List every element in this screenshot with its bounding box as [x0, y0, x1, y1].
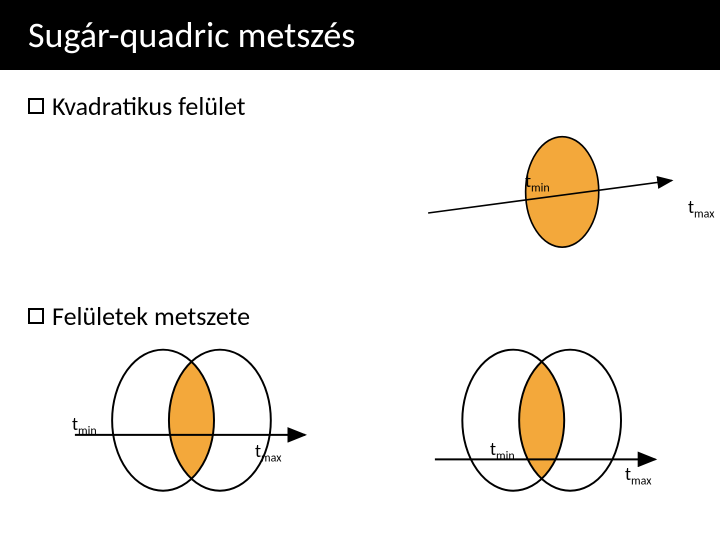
page-title: Sugár-quadric metszés [28, 13, 355, 57]
bullet-1-text: Kvadratikus felület [52, 90, 245, 122]
tmax-label: tmax [688, 196, 714, 222]
single-ellipse-svg [420, 120, 680, 280]
bullet-2-text: Felületek metszete [52, 300, 250, 332]
diagram-single-ellipse: tmin tmax [420, 120, 680, 280]
title-bar: Sugár-quadric metszés [0, 0, 720, 70]
bullet-2: Felületek metszete [28, 300, 250, 332]
bullet-marker-icon [28, 98, 44, 114]
tmax-label: tmax [625, 463, 651, 489]
intersect-left-svg [70, 345, 310, 515]
tmin-label: tmin [490, 438, 515, 464]
bullet-1: Kvadratikus felület [28, 90, 245, 122]
diagram-intersection-right: tmin tmax [430, 345, 670, 515]
diagram-intersection-left: tmin tmax [70, 345, 310, 515]
tmax-label: tmax [255, 440, 281, 466]
bullet-marker-icon [28, 308, 44, 324]
slide: Sugár-quadric metszés Kvadratikus felüle… [0, 0, 720, 540]
tmin-label: tmin [525, 170, 550, 196]
tmin-label: tmin [72, 413, 97, 439]
intersect-right-svg [430, 345, 670, 515]
